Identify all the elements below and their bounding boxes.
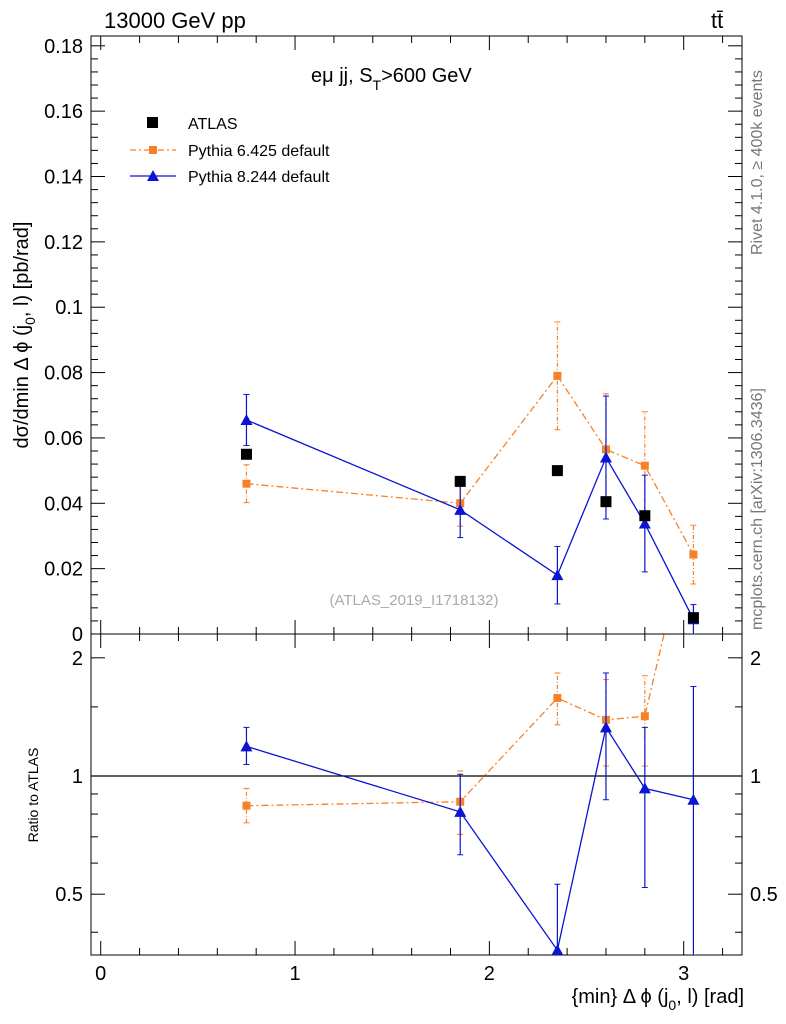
ratio-py8-line xyxy=(246,725,694,952)
legend-py6-marker xyxy=(149,146,157,154)
legend-atlas-marker xyxy=(147,117,158,128)
ratio-y-axis-label: Ratio to ATLAS xyxy=(25,748,41,843)
ratio-py8-point xyxy=(454,805,467,817)
legend-py6-label: Pythia 6.425 default xyxy=(188,143,330,160)
legend-atlas-label: ATLAS xyxy=(188,116,238,133)
x-tick-label: 1 xyxy=(289,963,300,985)
main-y-tick-label: 0.1 xyxy=(55,297,83,319)
energy-label: 13000 GeV pp xyxy=(104,8,246,33)
legend: ATLAS Pythia 6.425 default Pythia 8.244 … xyxy=(130,116,330,186)
ratio-py8-point xyxy=(240,740,253,752)
process-label: tt̄ xyxy=(711,8,723,33)
main-py8-point xyxy=(454,503,467,515)
main-py6-point xyxy=(242,479,251,488)
main-py6-line xyxy=(246,374,694,555)
ratio-y-tick-label-left: 0.5 xyxy=(55,884,83,906)
main-atlas-point xyxy=(600,496,612,508)
x-tick-label: 3 xyxy=(678,963,689,985)
ratio-py8-point xyxy=(599,721,612,733)
ratio-series-layer xyxy=(240,505,700,955)
main-atlas-point xyxy=(687,612,699,624)
main-atlas-point xyxy=(639,510,651,522)
main-py6-point xyxy=(553,371,562,380)
rivet-version-label: Rivet 4.1.0, ≥ 400k events xyxy=(749,70,766,255)
main-y-tick-label: 0.06 xyxy=(44,428,83,450)
main-py8-point xyxy=(240,413,253,425)
ratio-py6-point xyxy=(689,505,697,513)
main-y-tick-label: 0.18 xyxy=(44,36,83,58)
main-y-tick-label: 0.04 xyxy=(44,493,83,515)
legend-py8-marker xyxy=(147,170,159,181)
main-y-tick-label: 0.08 xyxy=(44,363,83,385)
ratio-plot-frame xyxy=(90,633,743,956)
main-py8-point xyxy=(638,517,651,529)
analysis-watermark: (ATLAS_2019_I1718132) xyxy=(329,592,498,609)
ratio-py8-point xyxy=(551,944,564,955)
main-y-tick-label: 0.12 xyxy=(44,232,83,254)
ratio-y-axis: 0.5 0.5 1 1 2 2 xyxy=(55,648,778,933)
main-py8-point xyxy=(551,569,564,581)
ratio-py6-point xyxy=(640,712,649,721)
ratio-y-tick-label-right: 1 xyxy=(750,766,761,788)
main-atlas-point xyxy=(551,465,563,477)
ratio-y-tick-label-right: 0.5 xyxy=(750,884,778,906)
main-py8-line xyxy=(246,419,694,620)
ratio-py6-point xyxy=(553,694,562,703)
ratio-py6-line xyxy=(246,634,665,807)
main-atlas-group xyxy=(240,448,699,624)
main-py8-point xyxy=(599,451,612,463)
ratio-py8-point xyxy=(687,793,700,805)
ratio-py6-point xyxy=(242,801,251,810)
main-y-tick-label: 0.02 xyxy=(44,559,83,581)
main-y-zero-label: 0 xyxy=(72,624,83,646)
x-tick-label: 2 xyxy=(484,963,495,985)
ratio-py8-group xyxy=(240,672,700,955)
ratio-y-tick-label-left: 1 xyxy=(72,766,83,788)
main-atlas-point xyxy=(454,475,466,487)
main-atlas-point xyxy=(240,448,252,460)
main-py6-group xyxy=(242,321,698,585)
mcplots-label: mcplots.cern.ch [arXiv:1306.3436] xyxy=(749,388,766,630)
ratio-y-tick-label-left: 2 xyxy=(72,648,83,670)
main-y-tick-label: 0.14 xyxy=(44,167,83,189)
main-series-layer xyxy=(240,321,700,634)
x-axis: 0 1 2 3 xyxy=(95,36,724,985)
main-py6-point xyxy=(689,550,698,559)
main-y-tick-label: 0.16 xyxy=(44,101,83,123)
ratio-y-tick-label-right: 2 xyxy=(750,648,761,670)
main-y-axis-label: dσ/dmin Δ ϕ (j0, l) [pb/rad] xyxy=(11,221,38,448)
legend-py8-label: Pythia 8.244 default xyxy=(188,169,330,186)
x-tick-label: 0 xyxy=(95,963,106,985)
plot-title: eμ jj, ST>600 GeV xyxy=(311,65,472,93)
main-py6-point xyxy=(640,461,649,470)
x-axis-label: {min} Δ ϕ (j0, l) [rad] xyxy=(572,986,744,1013)
main-y-axis: 0.02 0.04 0.06 0.08 0.1 0.12 0.14 0.16 0.18 0 xyxy=(44,36,742,646)
ratio-py8-point xyxy=(638,782,651,794)
